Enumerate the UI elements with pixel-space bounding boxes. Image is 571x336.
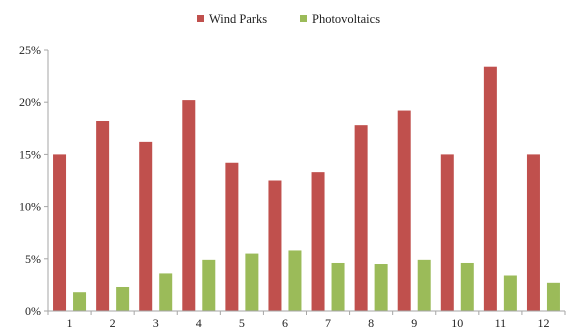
- legend-swatch-wind-parks: [197, 15, 204, 22]
- x-tick-label: 6: [282, 316, 288, 330]
- y-tick-label: 10%: [19, 200, 41, 214]
- bar-wind-parks: [53, 154, 67, 311]
- y-tick-label: 15%: [19, 147, 41, 161]
- bar-photovoltaics: [417, 259, 431, 311]
- x-tick-label: 9: [411, 316, 417, 330]
- bar-wind-parks: [96, 120, 110, 311]
- bar-photovoltaics: [202, 259, 216, 311]
- x-tick-label: 12: [537, 316, 549, 330]
- bar-wind-parks: [483, 66, 497, 311]
- y-tick-label: 20%: [19, 95, 41, 109]
- bar-photovoltaics: [73, 292, 87, 311]
- legend-label-photovoltaics: Photovoltaics: [312, 12, 380, 26]
- bar-wind-parks: [440, 154, 454, 311]
- bar-photovoltaics: [116, 286, 130, 311]
- bar-photovoltaics: [245, 253, 259, 311]
- axes: [44, 49, 566, 315]
- y-tick-label: 5%: [25, 252, 41, 266]
- y-axis-tick-labels: 0% 5% 10% 15% 20% 25%: [19, 43, 41, 318]
- x-tick-label: 10: [451, 316, 463, 330]
- x-tick-label: 7: [325, 316, 331, 330]
- bar-wind-parks: [354, 125, 368, 311]
- bar-wind-parks: [526, 154, 540, 311]
- bar-wind-parks: [139, 141, 153, 311]
- legend: Wind Parks Photovoltaics: [197, 12, 380, 26]
- bar-photovoltaics: [288, 250, 302, 311]
- bar-wind-parks: [182, 100, 196, 311]
- bar-wind-parks: [225, 162, 239, 311]
- bar-wind-parks: [311, 172, 325, 311]
- x-tick-label: 8: [368, 316, 374, 330]
- x-tick-label: 2: [110, 316, 116, 330]
- bar-photovoltaics: [460, 262, 474, 311]
- bar-photovoltaics: [159, 273, 173, 311]
- bar-wind-parks: [268, 180, 282, 311]
- bar-photovoltaics: [503, 275, 517, 311]
- bars: [53, 66, 560, 311]
- bar-photovoltaics: [546, 282, 560, 311]
- x-axis-tick-labels: 1 2 3 4 5 6 7 8 9 10 11 12: [67, 316, 550, 330]
- y-tick-label: 25%: [19, 43, 41, 57]
- x-tick-label: 4: [196, 316, 202, 330]
- bar-photovoltaics: [374, 264, 388, 311]
- legend-label-wind-parks: Wind Parks: [209, 12, 267, 26]
- bar-wind-parks: [397, 110, 411, 311]
- x-tick-label: 11: [495, 316, 507, 330]
- bar-photovoltaics: [331, 262, 345, 311]
- x-tick-label: 5: [239, 316, 245, 330]
- legend-swatch-photovoltaics: [300, 15, 307, 22]
- y-tick-label: 0%: [25, 304, 41, 318]
- x-tick-label: 1: [67, 316, 73, 330]
- x-tick-label: 3: [153, 316, 159, 330]
